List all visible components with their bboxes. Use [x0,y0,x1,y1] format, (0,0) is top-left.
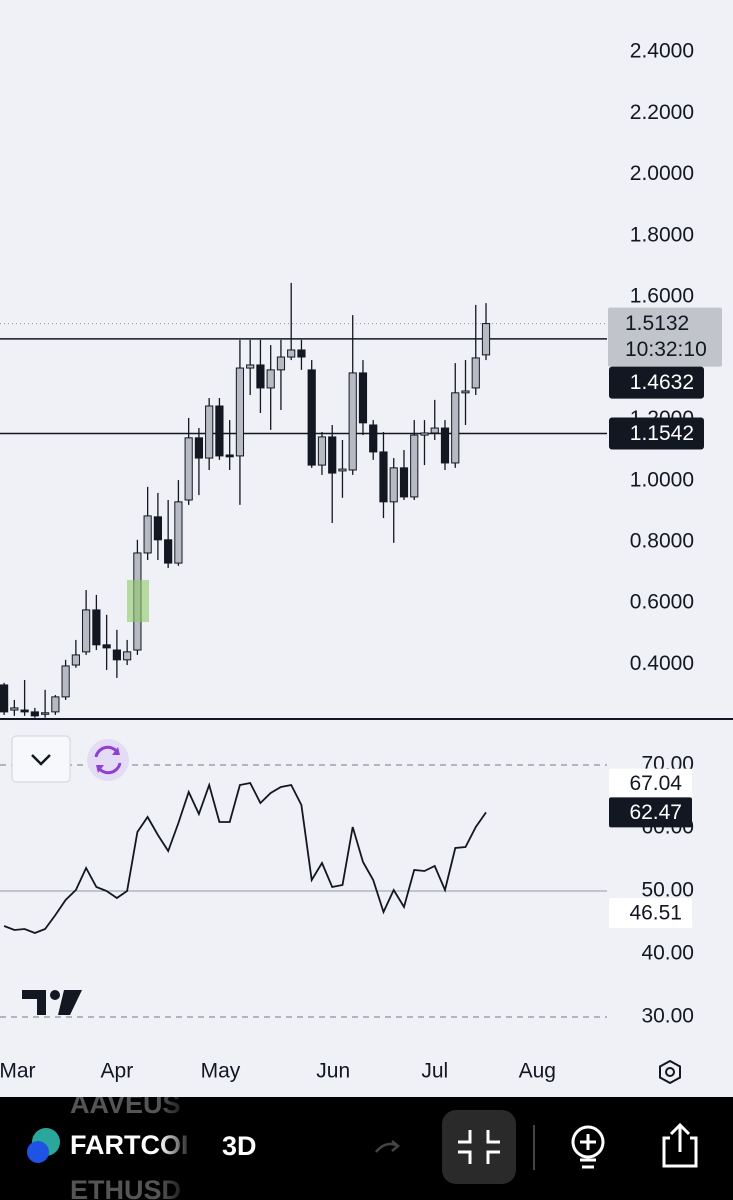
line-price-label: 1.4632 [630,371,694,394]
candle-body [10,707,19,711]
candle-body [164,539,173,564]
y-tick-label: 0.4000 [630,652,694,675]
value-tag-label: 67.04 [629,772,682,795]
candle-body [451,392,460,464]
y-tick-label: 1.8000 [630,223,694,246]
fullscreen-button[interactable] [442,1110,516,1184]
candle-body [235,367,245,457]
candle-body [194,437,204,459]
highlight-drawing [127,580,149,622]
indicator-line [3,781,487,934]
candle-body [348,372,357,471]
candle-body [399,467,409,498]
candle-body [420,432,429,436]
candle-body [82,609,91,653]
y-tick-label: 40.00 [641,942,694,965]
candle-body [205,405,214,459]
candle-body [143,515,152,554]
candle-body [184,437,193,501]
x-tick-label: Jun [316,1060,350,1083]
tradingview-logo [22,990,82,1015]
share-button[interactable] [662,1122,698,1168]
symbol-option[interactable]: AAVEUS [70,1089,181,1119]
redo-button[interactable] [375,1140,400,1153]
candle-body [266,369,275,389]
candle-body [225,454,234,458]
y-tick-label: 1.6000 [630,285,694,308]
fade [160,1097,194,1200]
candle-body [481,323,491,356]
price-panel: 0.40000.60000.80001.00001.20001.40001.60… [0,40,722,718]
candle-body [440,427,450,464]
value-tag-label: 46.51 [629,902,682,925]
line-price-tag [609,417,704,450]
candle-body [338,468,347,472]
candle-body [123,651,132,661]
settings-button[interactable] [659,1059,681,1085]
candle-body [379,451,388,503]
candle-body [174,501,183,564]
candle-body [30,711,39,717]
candle-body [471,357,480,389]
coin-icon [27,1128,60,1163]
y-tick-label: 1.0000 [630,468,694,491]
countdown: 10:32:10 [625,338,707,361]
candle-body [92,609,101,646]
candle-body [51,696,60,713]
candle-body [61,665,70,698]
candle-body [317,436,327,466]
candle-body [0,684,9,713]
sync-button[interactable] [87,739,129,781]
candle-body [102,644,111,649]
candle-body [297,349,306,358]
line-price-label: 1.1542 [630,422,694,445]
candle-body [215,405,224,457]
value-tag [609,768,692,799]
candle-body [461,390,470,394]
candle-body [287,349,296,358]
candle-body [112,649,121,661]
y-tick-label: 50.00 [641,879,694,902]
background [0,0,733,1097]
x-tick-label: Aug [519,1060,556,1083]
candle-body [71,654,80,666]
candle-body [307,369,316,466]
candle-body [41,712,50,715]
value-tag [609,797,692,828]
x-tick-label: May [201,1060,241,1083]
candle-body [358,372,368,424]
x-tick-label: Apr [101,1060,134,1083]
x-tick-label: Jul [421,1060,448,1083]
candle-body [430,427,439,434]
y-tick-label: 0.8000 [630,529,694,552]
line-price-tag [609,366,704,399]
y-tick-label: 2.0000 [630,162,694,185]
collapse-button[interactable] [11,735,71,783]
candle-body [410,434,419,498]
y-tick-label: 0.6000 [630,591,694,614]
candle-body [153,516,163,541]
last-price-label: 1.5132 [625,312,689,335]
x-tick-label: Mar [0,1060,36,1083]
interval[interactable]: 3D [222,1131,257,1161]
candle-body [328,436,337,474]
candle-body [276,356,286,371]
value-tag-label: 62.47 [629,801,682,824]
candle-body [20,709,29,713]
add-idea-button[interactable] [571,1125,605,1169]
candle-body [389,467,398,503]
y-tick-label: 2.2000 [630,101,694,124]
y-tick-label: 30.00 [641,1005,694,1028]
last-price-tag [608,307,722,367]
candle-body [246,364,255,369]
bottom-bar [0,1097,733,1200]
y-tick-label: 2.4000 [630,40,694,63]
candle-body [256,364,265,389]
value-tag [609,897,692,928]
candle-body [369,424,378,453]
